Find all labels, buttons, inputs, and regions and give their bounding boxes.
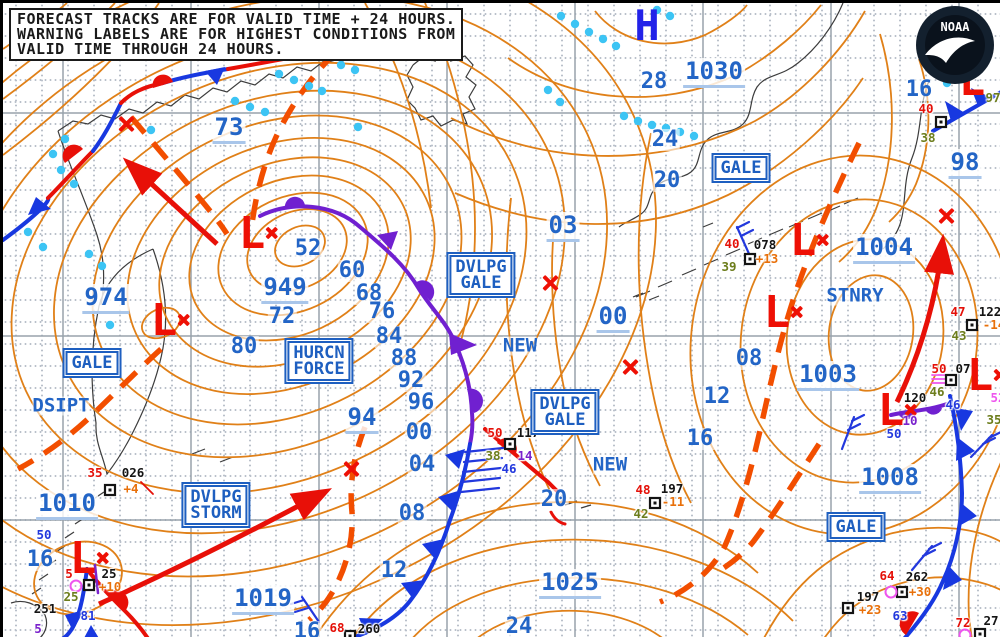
station-square-icon <box>343 629 357 637</box>
barb-tick-line <box>459 486 501 494</box>
ice-dot-icon <box>38 242 48 252</box>
ice-dot-icon <box>260 107 270 117</box>
isobars <box>3 3 1000 637</box>
ice-dot-icon <box>97 261 107 271</box>
barb-tick-line <box>927 541 943 551</box>
barb-tick-line <box>300 595 321 624</box>
station-square-dot-icon <box>748 257 752 261</box>
barb-tick-line <box>93 563 100 595</box>
station-square-dot-icon <box>653 501 657 505</box>
barb-tick-line <box>921 548 937 558</box>
station-circle-icon <box>69 579 83 593</box>
ice-dot-icon <box>652 5 662 15</box>
ice-dot-icon <box>105 320 115 330</box>
stationary-front-east <box>899 394 977 637</box>
station-circle-icon <box>884 585 898 599</box>
station-square-dot-icon <box>900 590 904 594</box>
coastlines <box>10 3 930 637</box>
graticule <box>3 3 1000 637</box>
ice-dot-icon <box>661 123 671 133</box>
track-arrows <box>97 157 955 607</box>
station-square-dot-icon <box>108 488 112 492</box>
barb-tick-line <box>735 220 751 230</box>
ice-dot-icon <box>543 85 553 95</box>
barb-tick-line <box>981 436 997 446</box>
ice-edge-dots <box>23 5 952 330</box>
barb-tick-line <box>460 476 502 484</box>
ice-dot-icon <box>353 122 363 132</box>
barb-tick-line <box>463 446 505 454</box>
ice-dot-icon <box>84 249 94 259</box>
ice-dot-icon <box>689 131 699 141</box>
barb-tick-line <box>846 422 862 432</box>
ice-dot-icon <box>555 97 565 107</box>
ice-dot-icon <box>665 11 675 21</box>
ice-dot-icon <box>56 165 66 175</box>
noaa-logo: NOAA <box>915 5 995 90</box>
station-circle-icon <box>958 628 972 637</box>
ice-dot-icon <box>633 116 643 126</box>
ice-dot-icon <box>556 11 566 21</box>
ice-dot-icon <box>230 96 240 106</box>
barb-tick-line <box>850 413 866 423</box>
barb-tick-line <box>735 225 752 258</box>
station-square-dot-icon <box>970 323 974 327</box>
ice-dot-icon <box>304 81 314 91</box>
ice-dot-icon <box>48 149 58 159</box>
ice-dot-icon <box>60 134 70 144</box>
ice-dot-icon <box>350 65 360 75</box>
barb-tick-line <box>462 456 504 464</box>
wind-barbs-and-ticks <box>93 220 1000 624</box>
ice-dot-icon <box>611 41 621 51</box>
trough-lines <box>16 50 862 623</box>
map-graphics <box>3 3 1000 637</box>
barb-tick-line <box>289 598 306 606</box>
station-square-dot-icon <box>87 583 91 587</box>
ice-dot-icon <box>598 34 608 44</box>
noaa-logo-text: NOAA <box>941 20 971 34</box>
station-square-dot-icon <box>508 442 512 446</box>
barb-tick-line <box>840 415 856 451</box>
station-square-dot-icon <box>949 378 953 382</box>
station-square-dot-icon <box>846 606 850 610</box>
ice-dot-icon <box>289 75 299 85</box>
ice-dot-icon <box>584 27 594 37</box>
station-square-dot-icon <box>939 120 943 124</box>
ice-dot-icon <box>336 60 346 70</box>
note-line: VALID TIME THROUGH 24 HOURS. <box>17 40 284 58</box>
occluded-front-east <box>889 401 952 420</box>
occluded-front-central <box>258 196 484 446</box>
note-line: FORECAST TRACKS ARE FOR VALID TIME + 24 … <box>17 10 456 28</box>
ice-dot-icon <box>647 120 657 130</box>
station-symbols <box>69 115 987 637</box>
station-square-dot-icon <box>978 632 982 636</box>
forecast-note-box: FORECAST TRACKS ARE FOR VALID TIME + 24 … <box>9 8 464 61</box>
ice-dot-icon <box>570 19 580 29</box>
barb-tick-line <box>739 228 755 238</box>
station-square-dot-icon <box>348 634 352 637</box>
barb-tick-line <box>140 481 154 495</box>
note-line: WARNING LABELS ARE FOR HIGHEST CONDITION… <box>17 25 456 43</box>
barb-tick-line <box>461 466 503 474</box>
ice-dot-icon <box>317 86 327 96</box>
ice-dot-icon <box>23 227 33 237</box>
ice-dot-icon <box>274 69 284 79</box>
ice-dot-icon <box>675 127 685 137</box>
barb-tick-line <box>987 431 1000 440</box>
ice-dot-icon <box>619 111 629 121</box>
cold-front-central <box>348 442 472 637</box>
barb-tick-line <box>293 606 310 614</box>
ice-dot-icon <box>69 179 79 189</box>
ice-dot-icon <box>146 125 156 135</box>
ice-dot-icon <box>245 102 255 112</box>
stationary-front-northwest <box>3 47 340 242</box>
